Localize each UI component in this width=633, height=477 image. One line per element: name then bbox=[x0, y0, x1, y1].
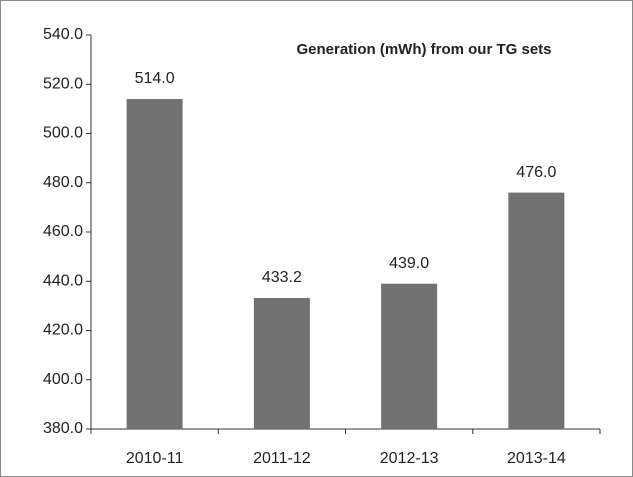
x-tick-label: 2011-12 bbox=[253, 450, 311, 467]
x-tick-label: 2010-11 bbox=[126, 450, 184, 467]
data-label: 433.2 bbox=[262, 269, 302, 286]
chart-title: Generation (mWh) from our TG sets bbox=[296, 41, 551, 58]
x-tick-label: 2013-14 bbox=[507, 450, 566, 467]
bar bbox=[508, 192, 565, 429]
y-tick-label: 480.0 bbox=[43, 174, 83, 191]
y-tick-label: 520.0 bbox=[43, 75, 83, 92]
bar bbox=[126, 99, 183, 430]
data-label: 439.0 bbox=[389, 255, 429, 272]
x-tick-label: 2012-13 bbox=[380, 450, 439, 467]
y-tick-label: 500.0 bbox=[43, 125, 83, 142]
y-tick-label: 400.0 bbox=[43, 371, 83, 388]
bar bbox=[253, 297, 310, 429]
bar bbox=[381, 283, 438, 429]
y-tick-label: 440.0 bbox=[43, 272, 83, 289]
y-tick-label: 420.0 bbox=[43, 322, 83, 339]
y-tick-label: 380.0 bbox=[43, 420, 83, 437]
data-label: 514.0 bbox=[135, 70, 175, 87]
y-tick-label: 460.0 bbox=[43, 223, 83, 240]
data-label: 476.0 bbox=[516, 164, 556, 181]
y-tick-label: 540.0 bbox=[43, 26, 83, 43]
